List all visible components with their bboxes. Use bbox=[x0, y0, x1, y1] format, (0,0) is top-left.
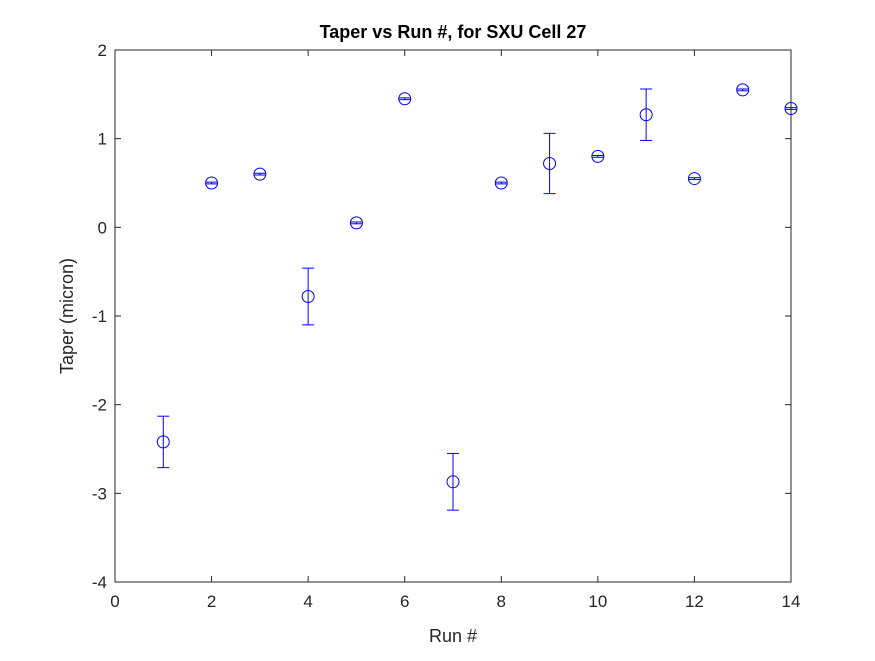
y-axis-label: Taper (micron) bbox=[57, 258, 77, 374]
y-tick-label: -1 bbox=[92, 307, 107, 326]
data-point bbox=[591, 149, 605, 163]
y-tick-label: -3 bbox=[92, 484, 107, 503]
data-point bbox=[398, 92, 412, 106]
x-tick-label: 8 bbox=[497, 592, 506, 611]
x-tick-label: 12 bbox=[685, 592, 704, 611]
chart-title: Taper vs Run #, for SXU Cell 27 bbox=[320, 22, 587, 42]
y-tick-label: 2 bbox=[98, 41, 107, 60]
x-tick-label: 14 bbox=[782, 592, 801, 611]
x-tick-label: 4 bbox=[303, 592, 312, 611]
x-tick-label: 2 bbox=[207, 592, 216, 611]
x-axis-label: Run # bbox=[429, 626, 477, 646]
data-point bbox=[687, 172, 701, 186]
data-point bbox=[156, 435, 170, 449]
data-point bbox=[543, 156, 557, 170]
y-tick-label: 1 bbox=[98, 130, 107, 149]
y-tick-label: 0 bbox=[98, 218, 107, 237]
x-tick-label: 10 bbox=[588, 592, 607, 611]
data-point bbox=[301, 289, 315, 303]
data-point bbox=[639, 108, 653, 122]
data-point bbox=[784, 102, 798, 116]
data-point bbox=[736, 83, 750, 97]
data-point bbox=[494, 176, 508, 190]
y-tick-label: -2 bbox=[92, 396, 107, 415]
data-point bbox=[205, 176, 219, 190]
data-point bbox=[446, 475, 460, 489]
data-point bbox=[253, 167, 267, 181]
x-tick-label: 0 bbox=[110, 592, 119, 611]
data-point bbox=[349, 216, 363, 230]
y-tick-label: -4 bbox=[92, 573, 107, 592]
x-tick-label: 6 bbox=[400, 592, 409, 611]
